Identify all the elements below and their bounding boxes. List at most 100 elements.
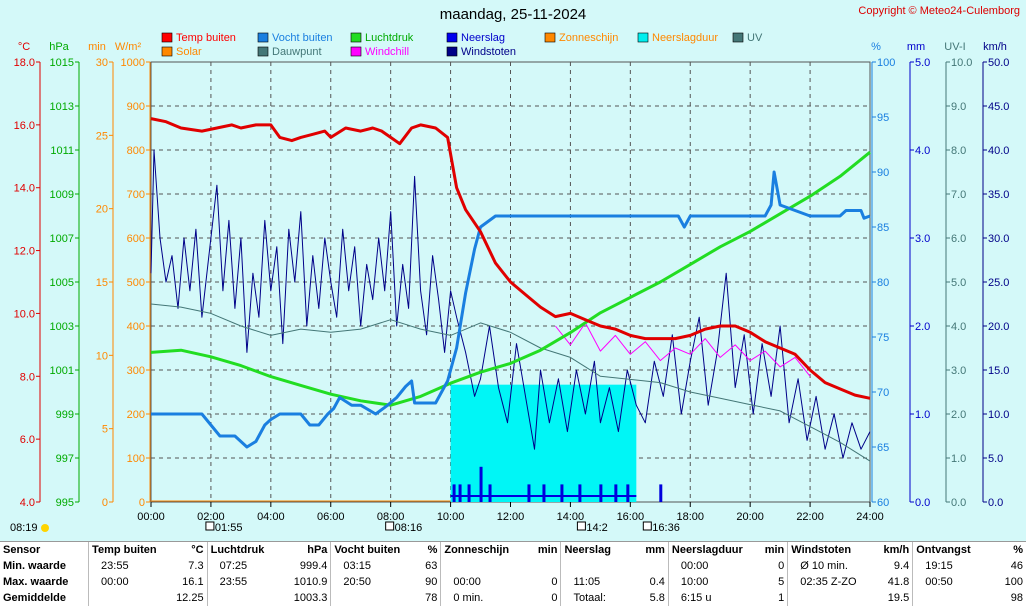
axis-tick-label-solar: 800 [127,145,145,157]
legend-label: UV [747,32,763,44]
stats-cell-time: 03:15 [330,558,413,574]
stats-cell-value: 7.3 [188,560,204,572]
stats-header-row: Sensor Temp buiten °C Luchtdruk hPa Vocht bui… [0,542,1026,558]
neerslag-bar [578,484,582,502]
axis-tick-label-pressure: 995 [56,497,74,509]
stats-cell-value: 0 [778,560,785,572]
x-axis-tick-label: 24:00 [856,511,884,523]
sun-marker-icon [576,521,586,531]
axis-tick-label-rain: 1.0 [915,409,930,421]
legend-swatch [350,46,362,57]
axis-tick-label-pressure: 999 [56,409,74,421]
axis-tick-label-temp: 6.0 [20,434,35,446]
legend-label: Temp buiten [176,32,236,44]
axis-tick-label-solar: 300 [127,365,145,377]
stats-header-cell: Sensor [3,544,41,556]
stats-cell-value: 46 [1010,560,1023,572]
legend-swatch [637,32,649,43]
legend-swatch [161,46,173,57]
x-axis-tick-label: 04:00 [257,511,285,523]
stats-cell-value: 90 [425,576,438,588]
stats-cell-time: 00:00 [88,574,172,590]
series-line-windchill [555,322,811,377]
x-axis-tick-label: 02:00 [197,511,225,523]
x-axis-tick-label: 00:00 [137,511,165,523]
axis-tick-label-uv: 7.0 [951,189,966,201]
copyright-text[interactable]: Copyright © Meteo24-Culemborg [858,5,1020,17]
statistics-table: Sensor Temp buiten °C Luchtdruk hPa Vocht bui… [0,541,1026,609]
axis-tick-label-temp: 10.0 [14,308,35,320]
axis-tick-label-pressure: 1003 [50,321,74,333]
x-axis-tick-label: 14:00 [557,511,585,523]
neerslag-bar [467,484,471,502]
neerslag-bar [560,484,564,502]
chart-title: maandag, 25-11-2024 [439,6,587,23]
axis-tick-label-pressure: 1007 [50,233,74,245]
axis-tick-label-wind: 30.0 [988,233,1009,245]
axis-unit-humidity: % [871,41,881,53]
series-line-windstoten [150,149,871,459]
sun-icon [41,524,49,532]
axis-tick-label-humidity: 100 [877,57,895,69]
legend-swatch [544,32,556,43]
x-axis-tick-label: 12:00 [497,511,525,523]
stats-cell-time: 0 min. [440,590,528,606]
axis-tick-label-solar: 600 [127,233,145,245]
axis-tick-label-solar: 900 [127,101,145,113]
legend-label: Neerslagduur [652,32,718,44]
legend-label: Windchill [365,46,409,58]
axis-tick-label-uv: 3.0 [951,365,966,377]
axis-tick-label-wind: 5.0 [988,453,1003,465]
x-axis-tick-label: 22:00 [796,511,824,523]
stats-row-label: Gemiddelde [3,592,66,604]
stats-cell-time: 00:00 [667,558,755,574]
legend-label: Vocht buiten [272,32,333,44]
axis-unit-minutes: min [88,41,106,53]
stats-header-unit: min [537,544,558,556]
axis-tick-label-pressure: 1015 [50,57,74,69]
neerslag-bar [452,484,456,502]
stats-cell-value [528,558,561,574]
legend-label: Luchtdruk [365,32,414,44]
axis-tick-label-uv: 2.0 [951,409,966,421]
sun-marker-icon [205,521,215,531]
stats-row: Max. waarde 00:00 16.1 23:55 1010.9 20:50 90 00… [0,574,1026,590]
axis-tick-label-rain: 0.0 [915,497,930,509]
stats-cell-value: 63 [425,560,438,572]
stats-header-unit: % [427,544,438,556]
neerslag-bar [626,484,630,502]
stats-cell-value: 98 [1010,592,1023,604]
x-axis-tick-label: 06:00 [317,511,345,523]
stats-cell-value: 9.4 [893,560,910,572]
stats-cell-time [787,590,871,606]
axis-unit-wind: km/h [983,41,1007,53]
axis-tick-label-wind: 25.0 [988,277,1009,289]
legend-swatch [446,46,458,57]
axis-tick-label-rain: 2.0 [915,321,930,333]
sun-marker-icon [385,521,395,531]
axis-tick-label-humidity: 70 [877,387,889,399]
axis-tick-label-solar: 1000 [121,57,145,69]
stats-header-unit: min [764,544,785,556]
x-axis-tick-label: 18:00 [676,511,704,523]
stats-row: Min. waarde 23:55 7.3 07:25 999.4 03:15 63 00:0… [0,558,1026,574]
legend-swatch [446,32,458,43]
axis-tick-label-temp: 12.0 [14,246,35,258]
stats-row: Gemiddelde 12.25 1003.3 78 0 min. 0 Totaal: 5.8… [0,590,1026,606]
axis-tick-label-uv: 8.0 [951,145,966,157]
axis-tick-label-pressure: 997 [56,453,74,465]
stats-cell-value: 1010.9 [293,576,328,588]
axis-tick-label-wind: 20.0 [988,321,1009,333]
axis-tick-label-rain: 4.0 [915,145,930,157]
weather-chart: 4.0 6.0 8.0 10.0 12.0 14.0 16.0 18.0 995 997 999 10… [10,32,1009,534]
stats-cell-value: 16.1 [182,576,204,588]
stats-cell-value: 0 [551,592,558,604]
axis-tick-label-wind: 35.0 [988,189,1009,201]
axis-unit-temp: °C [18,41,30,53]
axis-unit-solar: W/m² [115,41,142,53]
axis-tick-label-pressure: 1001 [50,365,74,377]
series-line-dauwpunt [150,303,871,462]
axis-tick-label-pressure: 1011 [50,145,74,157]
neerslag-bar [479,466,483,502]
x-axis-tick-label: 10:00 [437,511,465,523]
